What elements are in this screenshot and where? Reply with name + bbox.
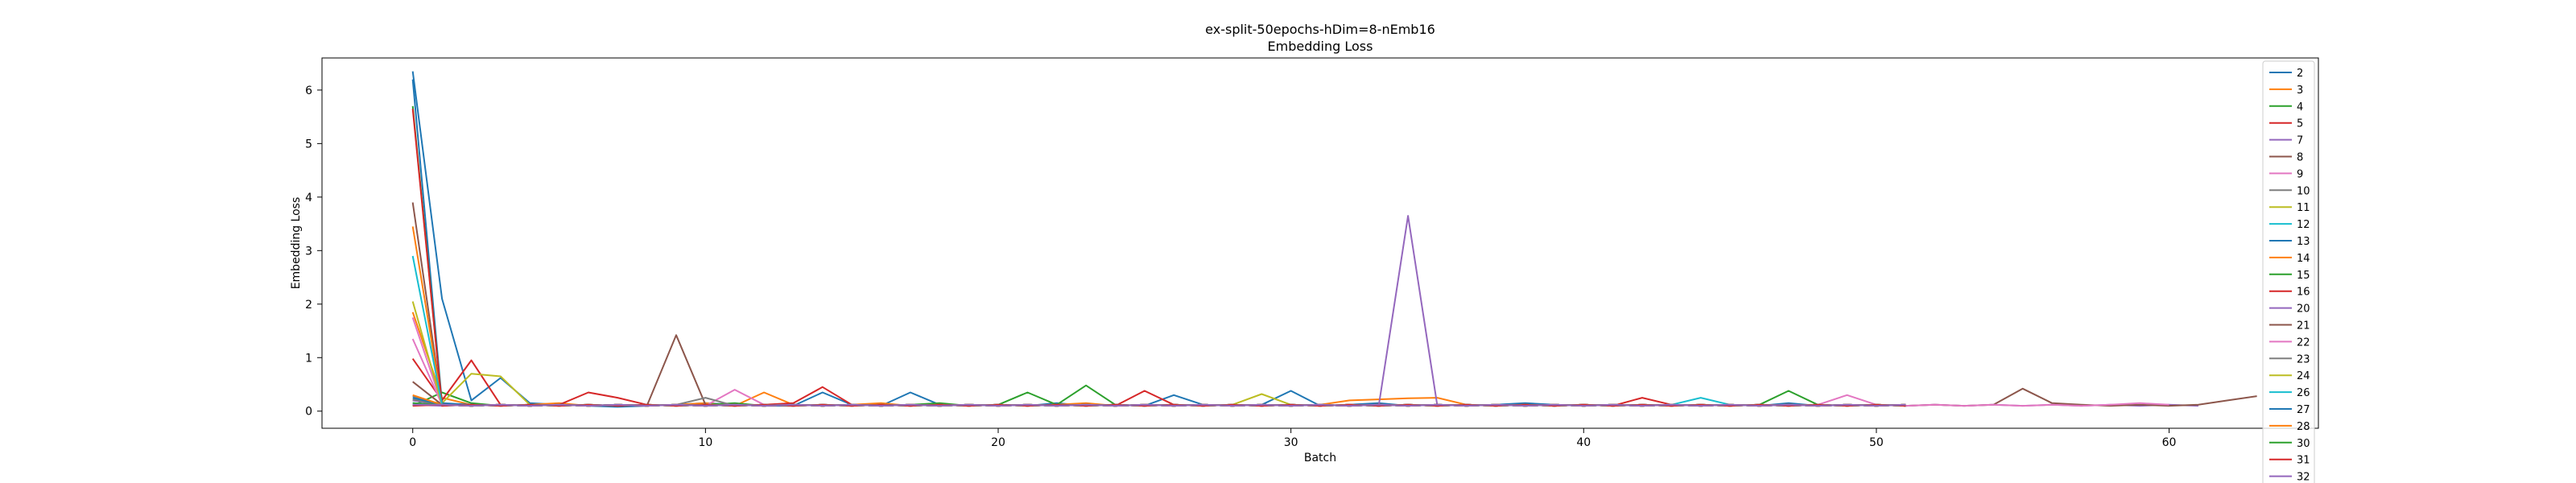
legend-label: 15 <box>2297 270 2310 282</box>
legend-label: 12 <box>2297 219 2310 231</box>
legend-box <box>2262 60 2315 483</box>
series-line-8 <box>411 202 2257 407</box>
legend: 2345789101112131415162021222324262728303… <box>2262 60 2315 483</box>
legend-label: 5 <box>2297 118 2303 130</box>
x-tick-label: 30 <box>1284 436 1298 449</box>
legend-label: 2 <box>2297 68 2303 80</box>
legend-label: 9 <box>2297 168 2303 180</box>
y-tick-label: 4 <box>305 192 312 204</box>
chart-title: ex-split-50epochs-hDim=8-nEmb16 <box>1205 22 1435 37</box>
series-line-9 <box>411 317 2169 407</box>
legend-label: 4 <box>2297 101 2303 114</box>
x-tick-label: 20 <box>991 436 1005 449</box>
legend-label: 31 <box>2297 455 2310 467</box>
legend-label: 28 <box>2297 421 2310 433</box>
legend-label: 14 <box>2297 253 2310 265</box>
series-line-14 <box>411 226 1906 407</box>
legend-label: 13 <box>2297 236 2310 248</box>
y-tick-label: 2 <box>305 299 312 312</box>
y-tick-label: 6 <box>305 85 312 97</box>
legend-label: 24 <box>2297 370 2310 382</box>
series-line-2 <box>411 71 1906 408</box>
y-axis-label: Embedding Loss <box>290 197 303 290</box>
legend-label: 8 <box>2297 152 2303 164</box>
series-line-13 <box>411 79 1906 407</box>
x-axis-label: Batch <box>1304 452 1336 464</box>
legend-label: 20 <box>2297 303 2310 316</box>
x-tick-label: 60 <box>2162 436 2177 449</box>
x-tick-label: 0 <box>409 436 416 449</box>
y-tick-label: 3 <box>305 245 312 258</box>
series-line-22 <box>411 338 1906 407</box>
y-tick-label: 0 <box>305 406 312 419</box>
legend-label: 22 <box>2297 336 2310 349</box>
legend-label: 7 <box>2297 135 2303 147</box>
series-line-24 <box>411 301 1906 407</box>
legend-label: 16 <box>2297 287 2310 299</box>
series-line-3 <box>411 312 1906 407</box>
y-tick-label: 5 <box>305 138 312 151</box>
y-tick-label: 1 <box>305 352 312 365</box>
legend-label: 3 <box>2297 85 2303 97</box>
y-axis: 0 1 2 3 4 5 6 <box>305 85 322 419</box>
series-line-32 <box>412 403 1906 407</box>
legend-label: 10 <box>2297 185 2310 197</box>
legend-label: 32 <box>2297 472 2310 483</box>
x-tick-label: 40 <box>1576 436 1591 449</box>
legend-label: 21 <box>2297 320 2310 332</box>
legend-label: 11 <box>2297 202 2310 214</box>
x-tick-label: 10 <box>698 436 712 449</box>
series-line-15 <box>411 105 1906 407</box>
series-line-26 <box>411 255 1906 407</box>
series-lines <box>411 71 2257 408</box>
legend-label: 30 <box>2297 438 2310 450</box>
legend-label: 23 <box>2297 353 2310 365</box>
plot-area <box>321 57 2319 429</box>
series-line-16 <box>411 109 1906 407</box>
legend-label: 27 <box>2297 404 2310 416</box>
series-line-5 <box>411 358 1906 407</box>
legend-label: 26 <box>2297 387 2310 399</box>
x-axis: 0 10 20 30 40 50 60 <box>409 428 2176 449</box>
series-line-7 <box>412 215 2198 407</box>
x-tick-label: 50 <box>1869 436 1884 449</box>
chart-subtitle: Embedding Loss <box>1268 39 1373 54</box>
